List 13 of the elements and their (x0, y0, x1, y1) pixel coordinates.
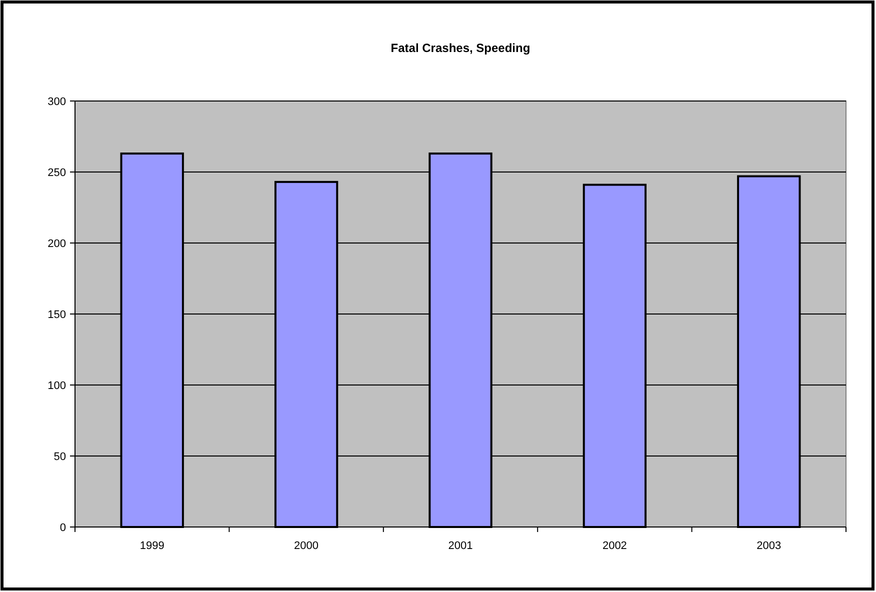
x-tick-label: 2002 (602, 540, 627, 552)
x-tick-label: 2001 (448, 540, 473, 552)
x-tick-label: 2003 (756, 540, 782, 552)
x-tick-label: 1999 (140, 540, 164, 552)
x-tick-label: 2000 (294, 540, 319, 552)
y-tick-label: 300 (48, 96, 66, 108)
y-tick-label: 150 (48, 308, 66, 321)
y-tick-label: 200 (48, 238, 66, 250)
y-tick-label: 0 (60, 522, 66, 534)
y-tick-label: 250 (48, 166, 66, 179)
y-tick-label: 50 (54, 450, 66, 463)
y-tick-label: 100 (48, 380, 66, 392)
chart-title: Fatal Crashes, Speeding (390, 41, 530, 55)
